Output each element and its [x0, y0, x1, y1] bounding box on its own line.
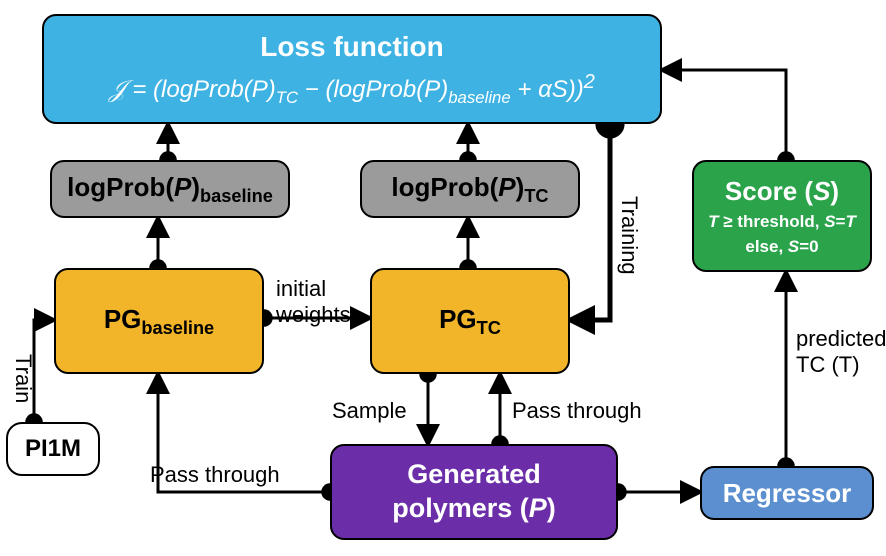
score-title: Score (S) [725, 175, 839, 208]
logprob-baseline-node: logProb(P)baseline [50, 160, 290, 218]
edge-pi1m_to_pg_baseline [34, 320, 54, 422]
gp-subtitle: polymers (P) [392, 492, 556, 526]
gp-title: Generated [407, 458, 541, 492]
edge-label-gp_to_pg_baseline_pass: Pass through [150, 462, 280, 488]
edge-score_to_loss [662, 70, 786, 160]
regressor-label: Regressor [723, 477, 852, 510]
edge-label-pg_baseline_to_pg_tc: initialweights [276, 276, 351, 328]
loss-title: Loss function [260, 29, 444, 64]
loss-node: Loss function 𝒥 = (logProb(P)TC − (logPr… [42, 14, 662, 124]
logprob-baseline-label: logProb(P)baseline [67, 171, 273, 208]
diagram-canvas: Loss function 𝒥 = (logProb(P)TC − (logPr… [0, 0, 886, 556]
score-node: Score (S) T ≥ threshold, S=T else, S=0 [692, 160, 872, 272]
pg-baseline-label: PGbaseline [104, 303, 214, 340]
pi1m-label: PI1M [25, 434, 81, 464]
regressor-node: Regressor [700, 466, 874, 520]
score-line1: T ≥ threshold, S=T [708, 211, 856, 232]
pg-tc-node: PGTC [370, 268, 570, 374]
logprob-tc-node: logProb(P)TC [360, 160, 580, 218]
edge-label-pg_tc_to_gp_sample: Sample [332, 398, 407, 424]
edge-loss_to_pg_tc_training [570, 124, 610, 320]
edge-label-reg_to_score: predictedTC (T) [796, 326, 886, 378]
logprob-tc-label: logProb(P)TC [391, 171, 548, 208]
edge-label-loss_to_pg_tc_training: Training [616, 196, 642, 275]
pg-tc-label: PGTC [439, 303, 501, 340]
pg-baseline-node: PGbaseline [54, 268, 264, 374]
edge-label-pi1m_to_pg_baseline: Train [10, 354, 36, 403]
edge-label-gp_to_pg_tc_pass: Pass through [512, 398, 642, 424]
loss-formula: 𝒥 = (logProb(P)TC − (logProb(P)baseline … [109, 70, 595, 109]
generated-polymers-node: Generated polymers (P) [330, 444, 618, 540]
score-line2: else, S=0 [745, 236, 818, 257]
pi1m-node: PI1M [6, 422, 100, 476]
